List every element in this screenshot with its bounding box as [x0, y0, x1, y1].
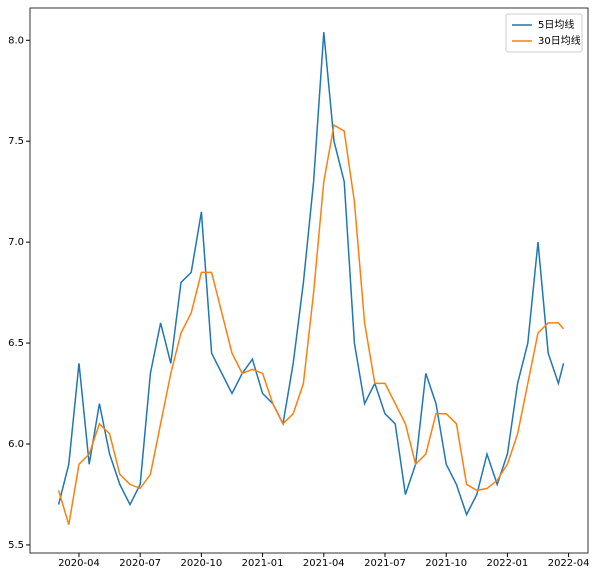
- series-line: [57, 32, 565, 517]
- y-tick-label: 7.5: [8, 136, 24, 147]
- x-tick-label: 2021-04: [303, 558, 345, 569]
- legend-box: [505, 13, 583, 53]
- y-tick-label: 5.5: [8, 540, 24, 551]
- x-tick-label: 2020-07: [119, 558, 161, 569]
- y-tick-label: 6.0: [8, 439, 24, 450]
- x-tick-label: 2022-04: [548, 558, 590, 569]
- x-tick-label: 2021-01: [242, 558, 284, 569]
- x-tick-label: 2021-10: [425, 558, 467, 569]
- x-tick-label: 2022-01: [487, 558, 529, 569]
- x-tick-label: 2020-10: [180, 558, 222, 569]
- x-tick-label: 2021-07: [364, 558, 406, 569]
- plot-frame: [29, 7, 589, 554]
- legend-label: 5日均线: [538, 18, 574, 31]
- series-line: [57, 123, 565, 525]
- x-tick-label: 2020-04: [58, 558, 100, 569]
- y-tick-label: 7.0: [8, 237, 24, 248]
- legend-label: 30日均线: [538, 34, 581, 47]
- y-tick-label: 6.5: [8, 338, 24, 349]
- y-tick-label: 8.0: [8, 35, 24, 46]
